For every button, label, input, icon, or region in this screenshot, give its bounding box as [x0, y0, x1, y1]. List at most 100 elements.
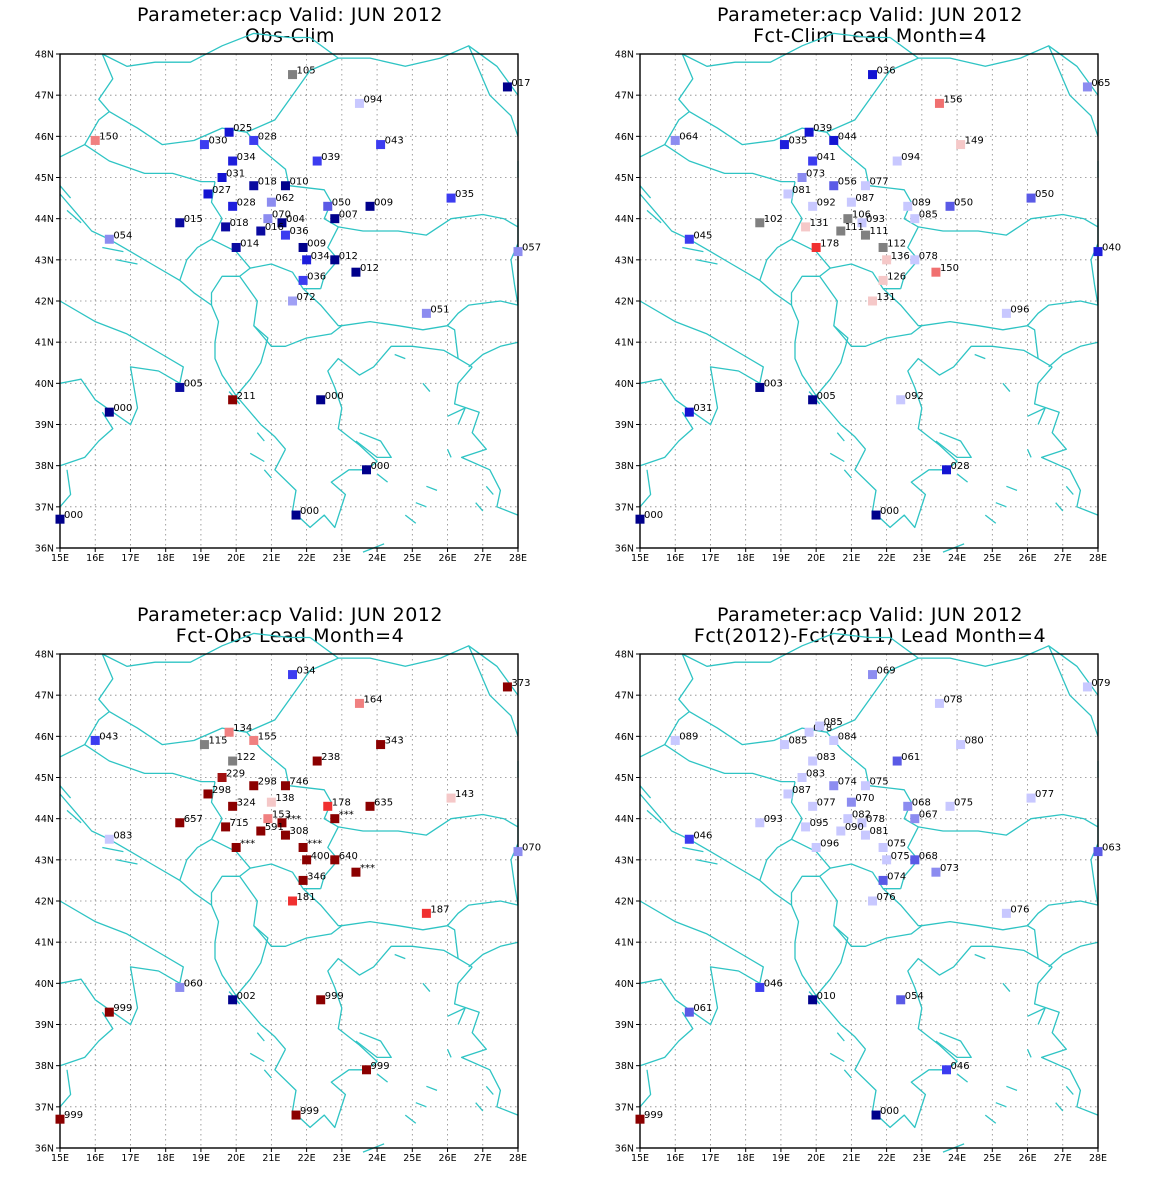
station-marker [351, 267, 361, 277]
coastline [826, 57, 919, 133]
y-tick-label: 48N [615, 50, 634, 61]
station-marker [829, 181, 839, 191]
station-value-label: 050 [1035, 189, 1054, 200]
station-value-label: 078 [866, 814, 885, 825]
station-marker [277, 818, 287, 828]
station-value-label: 079 [1091, 678, 1110, 689]
station-value-label: 075 [891, 851, 910, 862]
coastline [984, 1114, 997, 1124]
station-value-label: 085 [788, 736, 807, 747]
station-value-label: 090 [845, 822, 864, 833]
station-value-label: 000 [880, 506, 899, 517]
station-marker [956, 140, 966, 150]
station-value-label: 036 [307, 271, 326, 282]
coastline [338, 813, 519, 836]
station-value-label: 009 [374, 197, 393, 208]
station-marker [228, 995, 238, 1005]
station-marker [808, 801, 818, 811]
y-tick-label: 48N [35, 650, 54, 661]
station-marker [316, 395, 326, 405]
coastline [485, 1085, 494, 1095]
coastline [102, 246, 124, 253]
station-value-label: 017 [511, 78, 530, 89]
coastline [1002, 982, 1011, 993]
y-tick-label: 36N [615, 544, 634, 555]
station-value-label: 009 [307, 238, 326, 249]
station-value-label: 076 [1010, 904, 1029, 915]
station-marker [280, 181, 290, 191]
y-tick-label: 41N [615, 338, 634, 349]
station-value-label: 150 [940, 263, 959, 274]
station-value-label: 036 [877, 66, 896, 77]
coastline [1090, 218, 1099, 306]
coastline [59, 185, 72, 199]
coastline [664, 744, 795, 783]
coastline [446, 1048, 452, 1058]
coastline [1006, 485, 1018, 492]
coastline [59, 793, 286, 1050]
coastline [682, 246, 704, 253]
y-tick-label: 46N [615, 132, 634, 143]
station-marker [896, 995, 906, 1005]
x-tick-label: 18E [737, 553, 755, 564]
coastline [302, 288, 342, 327]
station-marker [804, 727, 814, 737]
y-tick-label: 47N [615, 691, 634, 702]
x-tick-label: 24E [948, 553, 966, 564]
station-marker [815, 721, 825, 731]
station-marker [330, 814, 340, 824]
coastline [66, 809, 82, 824]
station-marker [956, 740, 966, 750]
x-tick-label: 25E [983, 553, 1001, 564]
coastline [447, 1007, 466, 1025]
station-value-label: 025 [233, 123, 252, 134]
station-marker [871, 1110, 881, 1120]
station-marker [288, 70, 298, 80]
coastline [935, 1032, 972, 1059]
station-value-label: 999 [300, 1106, 319, 1117]
station-marker [513, 247, 523, 257]
station-marker [1001, 308, 1011, 318]
y-tick-label: 40N [615, 379, 634, 390]
map-panel-fct-diff: Parameter:acp Valid: JUN 2012 Fct(2012)-… [580, 600, 1160, 1200]
station-marker [868, 670, 878, 680]
x-tick-label: 23E [913, 553, 931, 564]
station-value-label: 084 [838, 731, 857, 742]
station-marker [280, 830, 290, 840]
station-marker [783, 789, 793, 799]
coastline [974, 953, 986, 960]
station-value-label: 324 [237, 797, 256, 808]
station-value-label: 087 [855, 193, 874, 204]
station-marker [316, 995, 326, 1005]
station-marker [298, 875, 308, 885]
station-value-label: 046 [764, 978, 783, 989]
station-marker [203, 789, 213, 799]
coastline [682, 32, 891, 67]
station-marker [910, 255, 920, 265]
station-marker [808, 156, 818, 166]
x-tick-label: 26E [1018, 1153, 1036, 1164]
station-value-label: 111 [845, 222, 864, 233]
station-value-label: 999 [644, 1110, 663, 1121]
coastline [974, 353, 986, 360]
station-value-label: 043 [99, 731, 118, 742]
coastline [250, 263, 321, 290]
station-marker [1001, 908, 1011, 918]
station-value-label: 211 [237, 391, 256, 402]
x-tick-label: 28E [1089, 553, 1107, 564]
coastline [475, 1102, 484, 1112]
station-marker [263, 814, 273, 824]
station-marker [502, 682, 512, 692]
coastline [235, 325, 269, 397]
station-marker [376, 140, 386, 150]
y-tick-label: 47N [35, 91, 54, 102]
x-tick-label: 19E [192, 1153, 210, 1164]
station-marker [910, 855, 920, 865]
y-tick-label: 42N [615, 297, 634, 308]
x-tick-label: 27E [1054, 1153, 1072, 1164]
coastline [468, 341, 519, 368]
x-tick-label: 22E [298, 553, 316, 564]
station-value-label: 007 [339, 210, 358, 221]
coastline [646, 209, 662, 224]
station-value-label: 077 [1035, 789, 1054, 800]
